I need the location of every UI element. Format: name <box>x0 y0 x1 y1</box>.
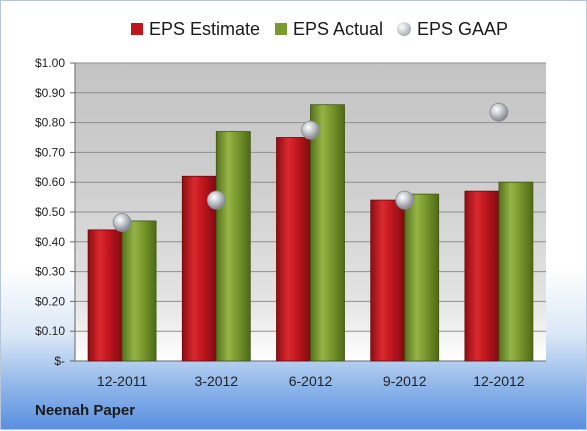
x-tick-label: 9-2012 <box>383 373 427 389</box>
legend-item-eps-gaap: EPS GAAP <box>397 17 508 41</box>
y-tick-label: $0.10 <box>35 324 65 338</box>
x-tick-label: 3-2012 <box>195 373 239 389</box>
marker-eps-gaap <box>301 120 320 140</box>
bar-eps-estimate <box>87 229 123 362</box>
legend: EPS Estimate EPS Actual EPS GAAP <box>1 17 587 41</box>
x-tick-label: 12-2012 <box>473 373 525 389</box>
x-tick-label: 6-2012 <box>289 373 333 389</box>
legend-label-actual: EPS Actual <box>293 18 384 39</box>
marker-eps-gaap <box>489 102 509 122</box>
bar-eps-actual <box>121 220 157 362</box>
company-name: Neenah Paper <box>35 402 136 419</box>
legend-swatch-gaap <box>397 22 411 36</box>
legend-item-eps-actual: EPS Actual <box>275 17 383 41</box>
bar-eps-estimate <box>276 137 311 362</box>
bar-eps-actual <box>310 104 345 362</box>
bar-eps-actual <box>404 193 440 362</box>
bar-eps-actual <box>498 181 534 362</box>
marker-eps-gaap <box>395 190 415 210</box>
marker-eps-gaap <box>112 213 132 232</box>
legend-item-eps-estimate: EPS Estimate <box>131 17 260 41</box>
y-axis-ticks: $- $0.10 $0.20 $0.30 $0.40 $0.50 $0.60 $0.70 $0.… <box>35 56 65 368</box>
legend-swatch-actual <box>275 23 287 35</box>
y-tick-label: $- <box>54 354 65 368</box>
legend-swatch-estimate <box>131 23 143 35</box>
y-tick-label: $0.40 <box>35 235 65 249</box>
y-tick-label: $0.20 <box>35 294 65 308</box>
bars <box>87 104 534 362</box>
y-tick-label: $1.00 <box>35 56 65 70</box>
legend-label-estimate: EPS Estimate <box>149 18 261 39</box>
marker-eps-gaap <box>206 190 226 210</box>
x-tick-label: 12-2011 <box>97 373 148 389</box>
gaap-markers <box>112 102 509 232</box>
y-tick-label: $0.90 <box>35 86 65 100</box>
legend-label-gaap: EPS GAAP <box>417 18 509 39</box>
y-tick-label: $0.50 <box>35 205 65 219</box>
y-tick-label: $0.30 <box>35 265 65 279</box>
bar-eps-estimate <box>464 190 500 362</box>
y-tick-label: $0.70 <box>35 145 65 159</box>
x-axis-ticks: 12-2011 3-2012 6-2012 9-2012 12-2012 <box>97 373 525 389</box>
y-tick-label: $0.60 <box>35 175 65 189</box>
bar-eps-estimate <box>370 199 406 362</box>
bar-eps-actual <box>215 131 251 362</box>
y-tick-label: $0.80 <box>35 116 65 130</box>
